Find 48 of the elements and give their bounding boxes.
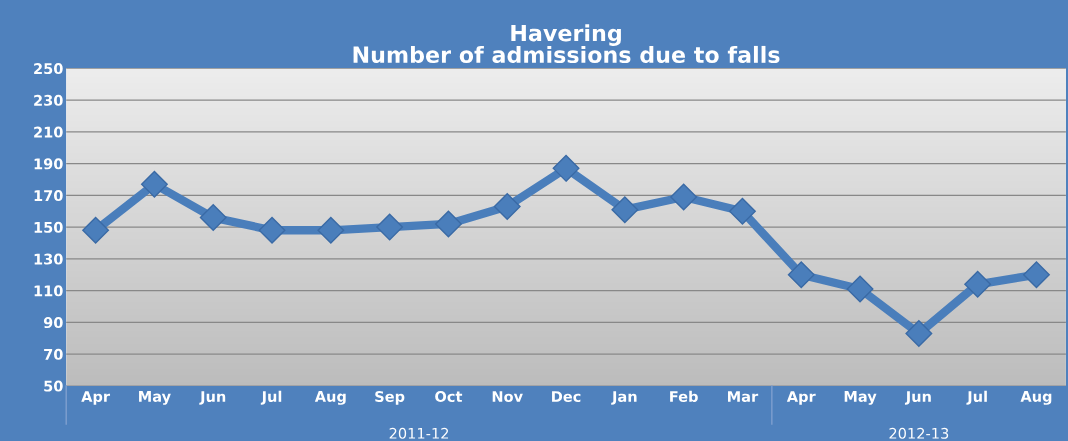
point xyxy=(434,210,462,238)
point xyxy=(82,216,110,244)
point xyxy=(670,183,698,211)
y-tick-label: 110 xyxy=(34,285,63,297)
x-tick-label: Dec xyxy=(552,391,581,403)
y-tick-label: 70 xyxy=(44,348,63,360)
y-tick-label: 170 xyxy=(34,190,63,202)
y-tick-label: 130 xyxy=(34,253,63,265)
y-tick-label: 90 xyxy=(43,317,63,329)
point xyxy=(376,213,404,241)
chart-title: Havering Number of admissions due to falls xyxy=(353,24,780,64)
point xyxy=(1023,261,1050,289)
x-tick-label: Aug xyxy=(1020,391,1052,405)
point xyxy=(258,216,286,244)
x-tick-label: May xyxy=(844,391,877,405)
point xyxy=(846,275,874,303)
point xyxy=(964,270,992,298)
text: 2012-13 xyxy=(889,427,949,439)
x-tick-label: Jul xyxy=(260,390,282,405)
y-tick-label: 250 xyxy=(34,63,63,75)
y-tick-label: 150 xyxy=(34,221,63,233)
x-tick-label: Feb xyxy=(670,390,698,403)
point xyxy=(493,193,521,220)
x-tick-label: Aug xyxy=(314,391,346,405)
text: 2011-12 xyxy=(389,427,449,439)
x-tick-label: Mar xyxy=(728,391,759,403)
point xyxy=(905,320,933,347)
x-tick-label: Jun xyxy=(199,391,226,405)
x-tick-label: May xyxy=(139,391,171,405)
y-tick-label: 190 xyxy=(34,158,63,170)
point xyxy=(199,204,227,232)
x-tick-label: Sep xyxy=(375,390,405,405)
x-tick-label: Jun xyxy=(904,391,931,405)
point xyxy=(611,196,639,224)
x-tick-label: Jan xyxy=(611,391,637,405)
point xyxy=(140,170,168,198)
x-tick-label: Jul xyxy=(966,390,987,405)
x-tick-label: Oct xyxy=(435,390,463,403)
point xyxy=(787,261,815,289)
x-tick-label: Nov xyxy=(492,391,523,403)
point xyxy=(317,216,345,244)
x-tick-label: Apr xyxy=(81,391,111,405)
point xyxy=(552,154,580,182)
y-tick-label: 210 xyxy=(34,126,63,138)
x-tick-label: Apr xyxy=(786,391,816,405)
y-tick-label: 50 xyxy=(44,380,63,392)
y-tick-label: 230 xyxy=(34,94,63,106)
point xyxy=(728,197,756,225)
